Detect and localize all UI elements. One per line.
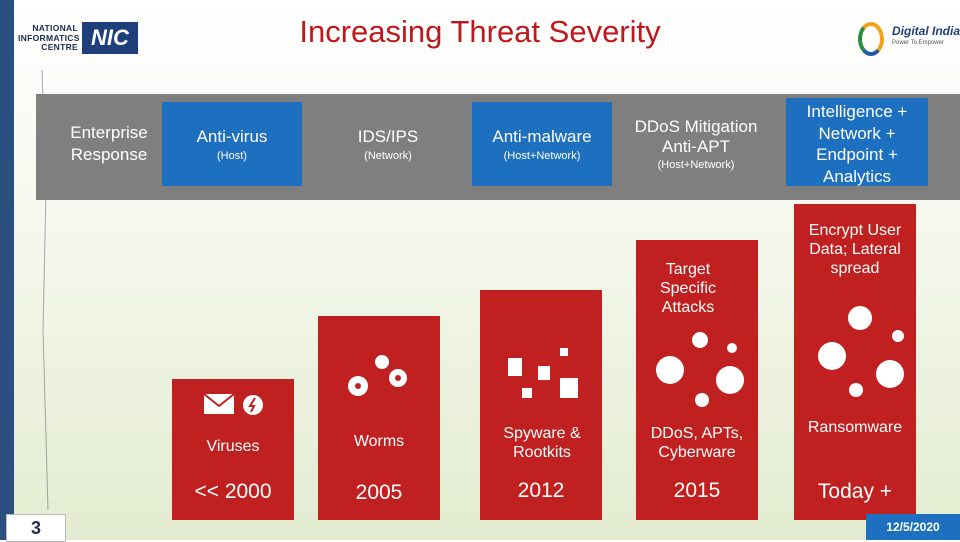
threat-year: Today + [817, 480, 893, 503]
digital-india-mark-icon [858, 22, 884, 56]
bug-icon [348, 355, 407, 396]
virus-icon [656, 332, 744, 407]
threat-bar-spyware [480, 290, 602, 520]
response-heading: Anti-malware [492, 127, 592, 146]
spy-icon [508, 348, 578, 398]
response-heading: Anti-virus [196, 127, 268, 146]
response-sub: (Host+Network) [503, 150, 581, 162]
virus-icon [818, 306, 904, 397]
enterprise-response-label: Enterprise Response [70, 123, 148, 164]
threat-bar-worms [318, 316, 440, 520]
response-sub: (Host+Network) [657, 159, 735, 171]
response-intelligence-box [786, 98, 928, 186]
response-heading: IDS/IPS [357, 127, 419, 146]
threat-top-note: Target Specific Attacks [659, 261, 717, 316]
threat-label: DDoS, APTs, Cyberware [650, 425, 744, 461]
page-number: 3 [6, 514, 66, 542]
digital-india-tagline: Power To Empower [892, 40, 944, 46]
threat-year: 2005 [355, 481, 403, 504]
threat-label: Worms [353, 433, 405, 450]
digital-india-logo: Digital India Power To Empower [858, 20, 960, 60]
response-sub: (Network) [364, 150, 412, 162]
left-accent-bar [0, 0, 14, 540]
slide-title: Increasing Threat Severity [299, 14, 661, 49]
envelope-icon [203, 393, 263, 415]
threat-label: Spyware & Rootkits [503, 425, 581, 461]
digital-india-text: Digital India [892, 24, 960, 38]
slide-date: 12/5/2020 [866, 514, 960, 540]
nic-logo: NATIONAL INFORMATICS CENTRE NIC [18, 22, 138, 56]
threat-label: Viruses [206, 438, 260, 455]
response-heading: Intelligence + Network + Endpoint + Anal… [806, 102, 908, 186]
threat-year: << 2000 [194, 480, 272, 503]
threat-year: 2012 [517, 479, 565, 502]
response-anti-virus-box [162, 102, 302, 186]
response-sub: (Host) [217, 150, 247, 162]
nic-logo-text: NATIONAL INFORMATICS CENTRE [18, 23, 80, 52]
response-anti-malware-box [472, 102, 612, 186]
nic-logo-mark: NIC [82, 22, 138, 54]
response-heading: DDoS Mitigation Anti-APT [634, 117, 758, 156]
threat-year: 2015 [673, 479, 721, 502]
threat-top-note: Encrypt User Data; Lateral spread [808, 222, 902, 277]
threat-label: Ransomware [807, 419, 903, 436]
